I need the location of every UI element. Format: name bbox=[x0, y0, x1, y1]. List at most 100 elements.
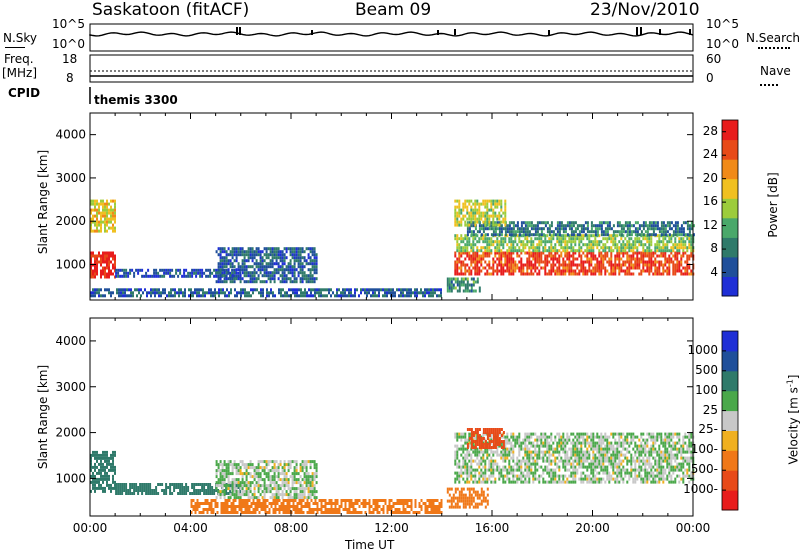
velocity-cell bbox=[464, 447, 467, 451]
power-cell bbox=[188, 294, 190, 298]
power-cell bbox=[265, 250, 268, 254]
power-cell bbox=[528, 251, 531, 255]
power-cell bbox=[512, 221, 515, 225]
velocity-cell bbox=[428, 511, 431, 514]
velocity-cell bbox=[334, 505, 337, 508]
power-cell bbox=[468, 283, 471, 287]
velocity-cell bbox=[286, 502, 289, 505]
velocity-cell bbox=[548, 453, 551, 457]
power-cell bbox=[219, 274, 222, 278]
velocity-cell bbox=[248, 499, 251, 502]
power-cell bbox=[496, 257, 499, 261]
power-cell bbox=[170, 291, 172, 295]
power-cell bbox=[336, 294, 338, 298]
power-cell bbox=[468, 237, 471, 241]
power-cell bbox=[468, 289, 471, 293]
velocity-cell bbox=[396, 508, 399, 511]
power-cell bbox=[141, 268, 144, 272]
power-cell bbox=[261, 256, 264, 260]
power-cell bbox=[296, 291, 298, 295]
power-cell bbox=[584, 266, 587, 270]
velocity-cell bbox=[284, 499, 287, 502]
velocity-cell bbox=[201, 483, 204, 486]
power-cell bbox=[386, 291, 388, 295]
velocity-cell bbox=[315, 481, 318, 485]
power-cell bbox=[261, 268, 264, 272]
power-cell bbox=[546, 272, 549, 276]
power-cell bbox=[660, 221, 663, 225]
velocity-cell bbox=[269, 496, 272, 500]
power-cell bbox=[386, 288, 388, 292]
power-cell bbox=[456, 277, 459, 281]
power-cell bbox=[153, 268, 156, 272]
velocity-cell bbox=[230, 505, 233, 508]
velocity-cell bbox=[217, 493, 220, 497]
velocity-cell bbox=[520, 477, 523, 481]
power-cell bbox=[666, 260, 669, 264]
power-cell bbox=[438, 288, 440, 292]
power-cell bbox=[676, 266, 679, 270]
power-cell bbox=[257, 262, 260, 266]
power-cell bbox=[552, 230, 555, 234]
power-cell bbox=[301, 256, 304, 260]
power-cell bbox=[614, 272, 617, 276]
power-cell bbox=[468, 223, 471, 227]
power-cell bbox=[594, 269, 597, 273]
power-cell bbox=[532, 224, 535, 228]
power-cell bbox=[492, 202, 495, 206]
power-cell bbox=[468, 266, 471, 270]
power-cell bbox=[690, 254, 693, 258]
power-cell bbox=[289, 265, 292, 269]
power-cell bbox=[301, 247, 304, 251]
velocity-cell bbox=[143, 483, 146, 486]
velocity-cell bbox=[484, 477, 487, 481]
power-cell bbox=[194, 288, 196, 292]
power-cell bbox=[229, 250, 232, 254]
velocity-cell bbox=[538, 438, 541, 442]
power-cell bbox=[251, 247, 254, 251]
power-cell bbox=[668, 269, 671, 273]
power-cell bbox=[488, 272, 491, 276]
velocity-cell bbox=[112, 456, 114, 460]
power-cell bbox=[104, 208, 106, 212]
velocity-cell bbox=[542, 459, 545, 463]
power-cell bbox=[548, 230, 551, 234]
power-cell bbox=[626, 257, 629, 261]
velocity-cell bbox=[474, 453, 477, 457]
velocity-cell bbox=[203, 483, 206, 486]
power-cell bbox=[678, 230, 681, 234]
velocity-cell bbox=[518, 459, 521, 463]
power-cell bbox=[542, 260, 545, 264]
power-cell bbox=[378, 291, 380, 295]
power-cell bbox=[110, 199, 112, 203]
power-cell bbox=[118, 294, 120, 298]
power-cell bbox=[150, 291, 152, 295]
power-cell bbox=[550, 221, 553, 225]
power-cell bbox=[690, 251, 693, 255]
power-cell bbox=[522, 249, 525, 253]
power-cell bbox=[462, 208, 465, 212]
velocity-cell bbox=[506, 474, 509, 478]
velocity-cell bbox=[313, 475, 316, 479]
velocity-cell bbox=[544, 468, 547, 472]
power-cell bbox=[492, 263, 495, 267]
power-cell bbox=[538, 243, 541, 247]
power-cell bbox=[486, 254, 489, 258]
power-cell bbox=[588, 240, 591, 244]
power-cell bbox=[454, 211, 457, 215]
power-cell bbox=[334, 294, 336, 298]
power-cell bbox=[187, 271, 190, 275]
power-cell bbox=[265, 274, 268, 278]
power-cell bbox=[620, 237, 623, 241]
power-cell bbox=[520, 263, 523, 267]
power-cell bbox=[476, 266, 479, 270]
velocity-cell bbox=[516, 474, 519, 478]
power-cell bbox=[169, 268, 172, 272]
power-cell bbox=[578, 246, 581, 250]
velocity-cell bbox=[464, 480, 467, 484]
station-title: Saskatoon (fitACF) bbox=[92, 0, 250, 20]
velocity-cell bbox=[438, 508, 441, 511]
power-cell bbox=[640, 240, 643, 244]
power-cell bbox=[560, 221, 563, 225]
power-cell bbox=[249, 253, 252, 257]
